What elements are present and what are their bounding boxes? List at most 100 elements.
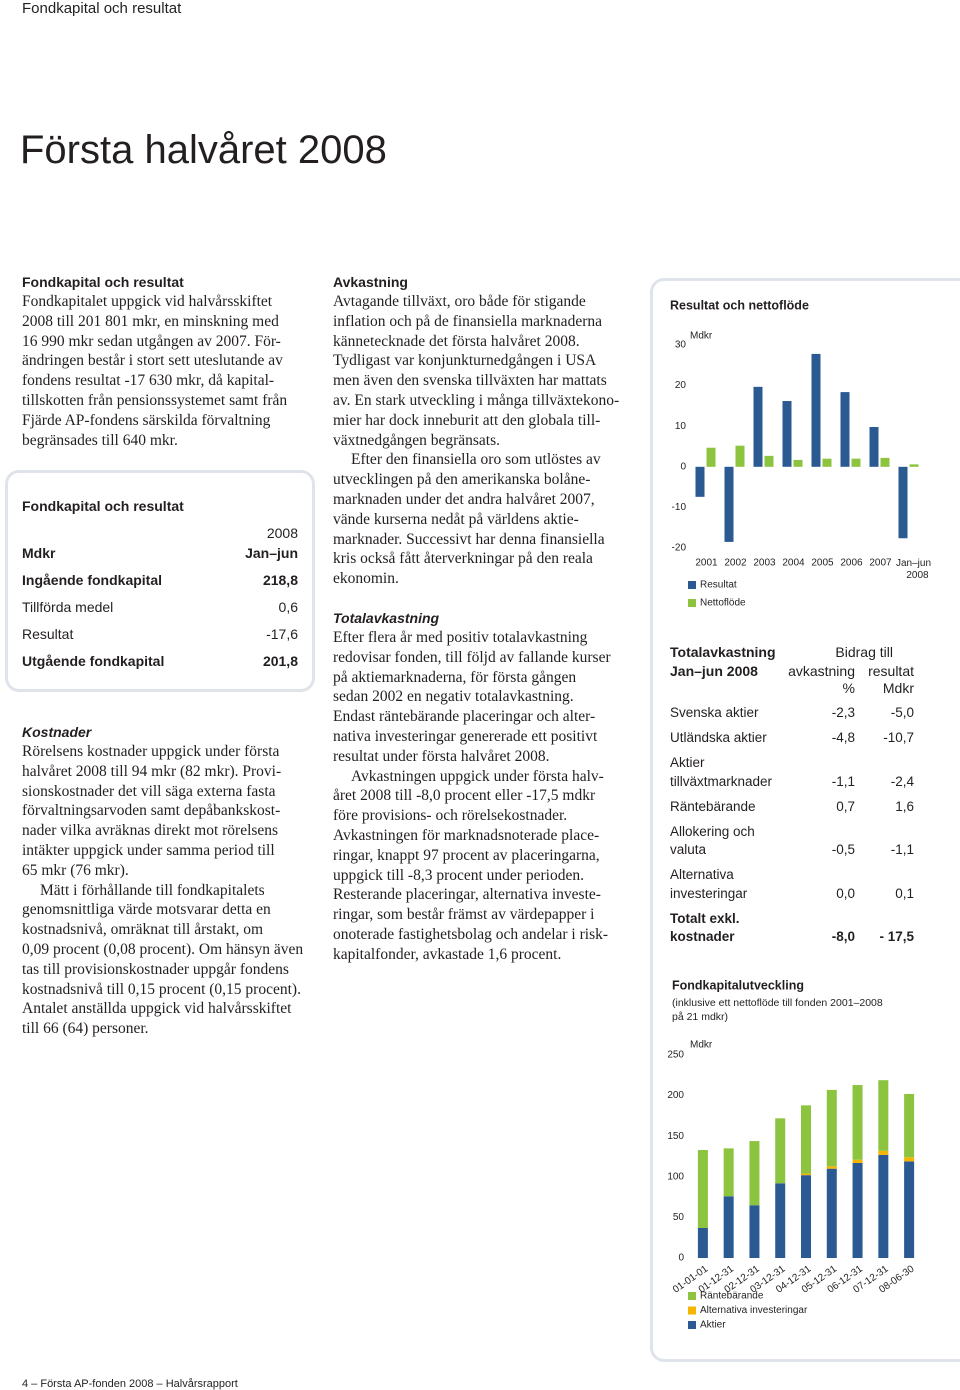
y-tick-label: 30 — [675, 340, 687, 351]
paragraph-line: Rörelsens kostnader uppgick under första — [22, 743, 280, 760]
table-value: -8,0 — [831, 929, 855, 944]
bar — [735, 445, 745, 467]
paragraph-line: marknader. Successivt har denna finansie… — [333, 530, 605, 548]
table-row: Utländska aktier -4,8 -10,7 — [670, 729, 920, 754]
bar-segment — [697, 1150, 708, 1228]
paragraph-line: kännetecknade det första halvåret 2008. — [333, 332, 580, 350]
table-value: 0,7 — [836, 798, 855, 814]
table-label: Svenska aktier — [670, 705, 759, 720]
table-label: Räntebärande — [670, 798, 756, 814]
bar — [724, 466, 734, 542]
table-label: Aktier tillväxtmarknader — [670, 755, 773, 789]
paragraph-line: halvåret 2008 till 94 mkr (82 mkr). Prov… — [22, 762, 282, 780]
paragraph-line: marknaden under det andra halvåret 2007, — [333, 491, 595, 508]
table-label: Alternativa investeringar — [670, 867, 748, 901]
paragraph-line: före provisions- och rörelsekostnader. — [333, 807, 568, 825]
table-value: -17,6 — [266, 626, 298, 642]
paragraph-line: året 2008 till -8,0 procent eller -17,5 … — [333, 787, 596, 805]
bar — [822, 458, 832, 467]
x-tick-label: 2004 — [782, 558, 805, 569]
x-tick-label: 2003 — [753, 558, 776, 569]
bar-segment — [723, 1148, 734, 1197]
bar-segment — [775, 1118, 786, 1184]
table-title: Fondkapital och resultat — [22, 498, 184, 514]
paragraph-line: Tydligast var konjunkturnedgången i USA — [333, 352, 597, 370]
paragraph-line: Endast räntebärande placeringar och alte… — [333, 708, 596, 726]
bar-segment — [904, 1157, 915, 1162]
legend-swatch — [688, 1306, 696, 1315]
legend-label: Nettoflöde — [700, 598, 746, 609]
table-col-header: resultat — [868, 663, 914, 679]
bar — [695, 466, 705, 497]
y-tick-label: -20 — [672, 543, 687, 554]
legend-swatch — [688, 599, 696, 607]
table-row: Totalt exkl. kostnader -8,0 - 17,5 — [670, 910, 920, 954]
table-value: - 17,5 — [879, 929, 914, 944]
chart-subtitle: (inklusive ett nettoflöde till fonden 20… — [672, 997, 883, 1023]
paragraph-line: ringar, som består främst av värdepapper… — [333, 906, 595, 924]
bar-segment — [852, 1159, 863, 1163]
legend-label: Alternativa investeringar — [700, 1305, 808, 1316]
bar — [840, 392, 850, 467]
bar-segment — [904, 1093, 915, 1158]
paragraph-line: nader vilka avräknas direkt mot rörelsen… — [22, 822, 279, 840]
paragraph-line: utvecklingen på den amerikanska bolåne- — [333, 471, 591, 489]
paragraph-line: redovisar fonden, till följd av fallande… — [333, 648, 611, 666]
table-value: -0,5 — [831, 842, 855, 857]
paragraph-line: ändringen består i stort sett uteslutand… — [22, 352, 283, 370]
y-tick-label: 0 — [680, 461, 686, 472]
paragraph-line: 2008 till 201 801 mkr, en minskning med — [22, 312, 279, 330]
table-row: Räntebärande 0,7 1,6 — [670, 798, 920, 823]
table-value: -10,7 — [883, 730, 914, 745]
footer: 4 – Första AP-fonden 2008 – Halvårsrappo… — [22, 1378, 238, 1390]
paragraph-line: begränsades till 640 mkr. — [22, 431, 178, 449]
bar — [793, 459, 803, 467]
bar — [753, 386, 763, 467]
paragraph-line: kostnadsnivå, omräknat till årstakt, om — [22, 921, 264, 939]
paragraph-line: sedan 2002 en negativ totalavkastning. — [333, 688, 574, 706]
paragraph-line: Efter den finansiella oro som utlöstes a… — [351, 451, 601, 469]
table-value: -1,1 — [831, 773, 855, 789]
table-value: 0,6 — [278, 599, 298, 615]
paragraph-line: Avtagande tillväxt, oro både för stigand… — [333, 293, 586, 310]
bar — [909, 464, 919, 467]
paragraph-line: tillskotten från pensionssystemet samt f… — [22, 392, 288, 409]
paragraph-line: 16 990 mkr sedan utgången av 2007. För- — [22, 332, 281, 350]
paragraph-line: Efter flera år med positiv totalavkastni… — [333, 629, 588, 646]
y-axis-label: Mdkr — [690, 1040, 713, 1051]
table-label: Utländska aktier — [670, 730, 767, 745]
paragraph-line: mier har dock inneburit att den globala … — [333, 411, 601, 429]
paragraph-line: genomsnittliga värde motsvarar detta en — [22, 901, 271, 919]
y-tick-label: 200 — [667, 1090, 684, 1101]
paragraph-line: 65 mkr (76 mkr). — [22, 861, 129, 879]
paragraph-line: på aktiemarknaderna, för första gången — [333, 668, 577, 686]
paragraph-line: intäkter uppgick under samma period till — [22, 842, 275, 859]
bar — [811, 353, 821, 467]
paragraph-line: Mätt i förhållande till fondkapitalets — [40, 881, 265, 899]
paragraph-line: förvaltningsarvoden samt depåbankskost- — [22, 802, 281, 820]
legend-label: Aktier — [700, 1320, 726, 1331]
y-tick-label: 0 — [678, 1253, 684, 1264]
x-tick-label: 2005 — [811, 558, 834, 569]
x-tick-label: 2001 — [695, 558, 718, 569]
bar-segment — [826, 1168, 837, 1258]
paragraph-line: uppgick till -8,3 procent under perioden… — [333, 866, 584, 884]
table-box — [5, 470, 315, 692]
table-row: Alternativa investeringar 0,0 0,1 — [670, 866, 920, 910]
paragraph-line: vände kurserna nedåt på världens aktie- — [333, 510, 579, 528]
table-label: Resultat — [22, 626, 74, 642]
table-value: -1,1 — [890, 842, 914, 857]
table-label: Utgående fondkapital — [22, 653, 165, 669]
bar-segment — [826, 1089, 837, 1167]
paragraph-line: tas till provisionskostnader uppgår fond… — [22, 960, 289, 978]
paragraph-line: Resterande placeringar, alternativa inve… — [333, 886, 601, 904]
paragraph-line: växtnedgången begränsats. — [333, 431, 500, 449]
table-year: 2008 — [266, 525, 298, 541]
paragraph-line: men även den svenska tillväxten har matt… — [333, 372, 607, 390]
table-label: Tillförda medel — [22, 599, 114, 615]
bar — [782, 401, 792, 467]
bar-segment — [878, 1154, 889, 1258]
bar — [764, 455, 774, 467]
